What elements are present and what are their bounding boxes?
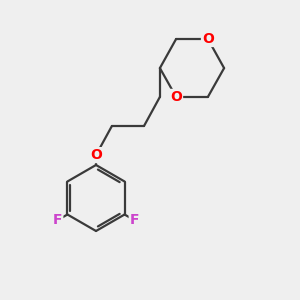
Text: F: F: [53, 213, 62, 227]
Text: O: O: [202, 32, 214, 46]
Text: O: O: [170, 90, 182, 104]
Text: F: F: [130, 213, 139, 227]
Text: O: O: [90, 148, 102, 162]
